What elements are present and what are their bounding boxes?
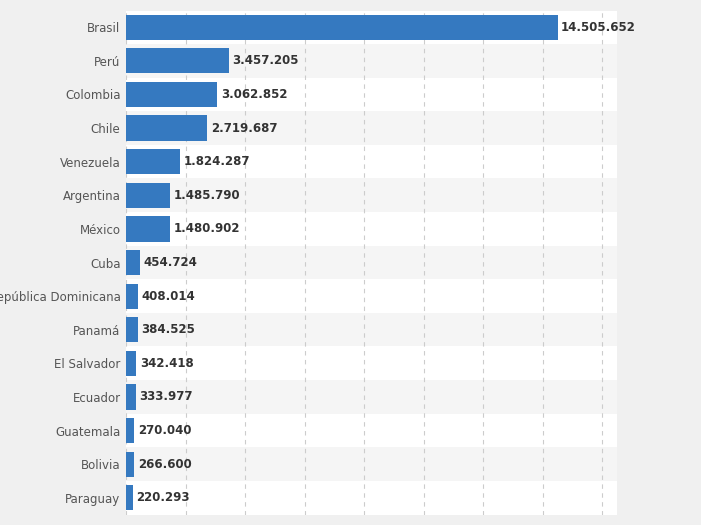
Bar bbox=[126, 346, 617, 380]
Text: 408.014: 408.014 bbox=[142, 290, 196, 302]
Bar bbox=[126, 317, 137, 342]
Bar bbox=[126, 10, 617, 44]
Bar bbox=[126, 313, 617, 346]
Bar bbox=[126, 384, 136, 410]
Bar bbox=[126, 414, 617, 447]
Bar bbox=[126, 149, 180, 174]
Text: 3.062.852: 3.062.852 bbox=[221, 88, 287, 101]
Bar bbox=[126, 284, 138, 309]
Text: 2.719.687: 2.719.687 bbox=[210, 122, 277, 134]
Bar bbox=[126, 481, 617, 514]
Bar bbox=[126, 212, 617, 246]
Text: 454.724: 454.724 bbox=[143, 256, 197, 269]
Bar bbox=[126, 82, 217, 107]
Text: 266.600: 266.600 bbox=[137, 458, 191, 470]
Text: 384.525: 384.525 bbox=[141, 323, 195, 336]
Bar bbox=[126, 183, 170, 208]
Bar bbox=[126, 15, 557, 40]
Bar bbox=[126, 116, 207, 141]
Bar bbox=[126, 485, 132, 510]
Bar bbox=[126, 246, 617, 279]
Bar bbox=[126, 111, 617, 145]
Text: 3.457.205: 3.457.205 bbox=[233, 55, 299, 67]
Bar bbox=[126, 351, 137, 376]
Bar bbox=[126, 145, 617, 178]
Bar bbox=[126, 48, 229, 74]
Text: 1.480.902: 1.480.902 bbox=[174, 223, 240, 235]
Bar bbox=[126, 279, 617, 313]
Text: 270.040: 270.040 bbox=[138, 424, 191, 437]
Text: 1.824.287: 1.824.287 bbox=[184, 155, 250, 168]
Bar bbox=[126, 216, 170, 242]
Text: 1.485.790: 1.485.790 bbox=[174, 189, 240, 202]
Bar bbox=[126, 250, 139, 275]
Text: 220.293: 220.293 bbox=[136, 491, 190, 504]
Text: 14.505.652: 14.505.652 bbox=[561, 21, 636, 34]
Bar bbox=[126, 447, 617, 481]
Text: 333.977: 333.977 bbox=[139, 391, 193, 403]
Text: 342.418: 342.418 bbox=[140, 357, 193, 370]
Bar bbox=[126, 78, 617, 111]
Bar bbox=[126, 178, 617, 212]
Bar bbox=[126, 44, 617, 78]
Bar bbox=[126, 452, 134, 477]
Bar bbox=[126, 380, 617, 414]
Bar bbox=[126, 418, 134, 443]
